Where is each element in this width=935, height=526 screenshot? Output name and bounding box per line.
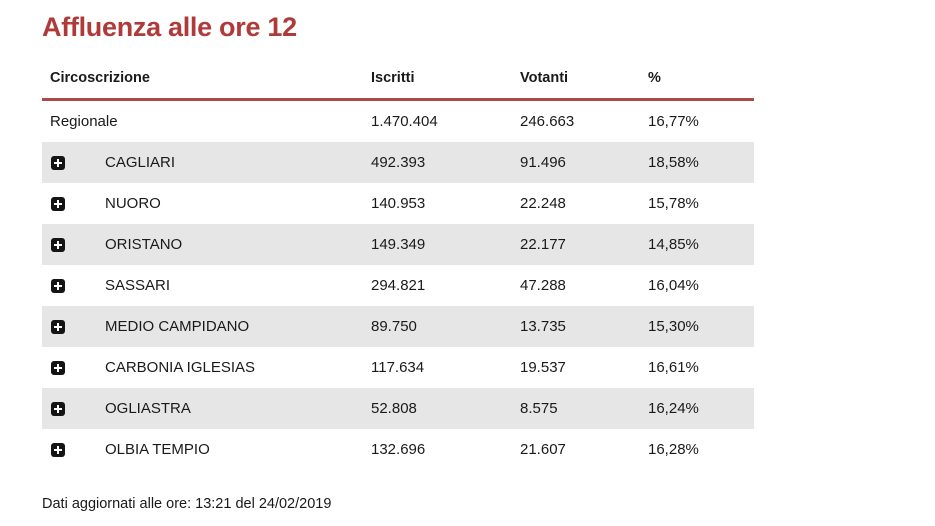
district-iscritti: 149.349 <box>371 236 426 253</box>
district-name: OLBIA TEMPIO <box>105 441 210 458</box>
table-row: SASSARI 294.821 47.288 16,04% <box>42 265 754 306</box>
district-percent: 16,04% <box>648 277 699 294</box>
table-row-regional: Regionale 1.470.404 246.663 16,77% <box>42 101 754 142</box>
column-header-circoscrizione: Circoscrizione <box>50 70 150 86</box>
district-votanti: 8.575 <box>520 400 558 417</box>
expand-plus-icon[interactable] <box>51 238 65 252</box>
district-name: SASSARI <box>105 277 171 294</box>
expand-plus-icon[interactable] <box>51 443 65 457</box>
page-title: Affluenza alle ore 12 <box>42 12 297 42</box>
district-iscritti: 52.808 <box>371 400 417 417</box>
column-header-iscritti: Iscritti <box>371 70 415 86</box>
district-iscritti: 140.953 <box>371 195 426 212</box>
last-updated-note: Dati aggiornati alle ore: 13:21 del 24/0… <box>42 496 332 512</box>
table-row: OLBIA TEMPIO 132.696 21.607 16,28% <box>42 429 754 470</box>
district-name: OGLIASTRA <box>105 400 191 417</box>
district-name: NUORO <box>105 195 161 212</box>
regional-name: Regionale <box>50 113 118 130</box>
expand-plus-icon[interactable] <box>51 402 65 416</box>
district-percent: 14,85% <box>648 236 699 253</box>
table-header-row: Circoscrizione Iscritti Votanti % <box>42 58 754 101</box>
district-percent: 15,30% <box>648 318 699 335</box>
district-name: MEDIO CAMPIDANO <box>105 318 250 335</box>
table-row: CARBONIA IGLESIAS 117.634 19.537 16,61% <box>42 347 754 388</box>
district-votanti: 13.735 <box>520 318 566 335</box>
district-votanti: 22.177 <box>520 236 566 253</box>
district-votanti: 91.496 <box>520 154 566 171</box>
table-row: CAGLIARI 492.393 91.496 18,58% <box>42 142 754 183</box>
district-votanti: 21.607 <box>520 441 566 458</box>
regional-iscritti: 1.470.404 <box>371 113 438 130</box>
district-percent: 18,58% <box>648 154 699 171</box>
district-percent: 15,78% <box>648 195 699 212</box>
district-iscritti: 117.634 <box>371 359 425 376</box>
column-header-votanti: Votanti <box>520 70 569 86</box>
table-row: MEDIO CAMPIDANO 89.750 13.735 15,30% <box>42 306 754 347</box>
district-name: ORISTANO <box>105 236 183 253</box>
table-row: ORISTANO 149.349 22.177 14,85% <box>42 224 754 265</box>
table-row: OGLIASTRA 52.808 8.575 16,24% <box>42 388 754 429</box>
district-iscritti: 89.750 <box>371 318 417 335</box>
district-votanti: 22.248 <box>520 195 566 212</box>
turnout-table: Circoscrizione Iscritti Votanti % Region… <box>42 58 754 470</box>
district-percent: 16,28% <box>648 441 699 458</box>
expand-plus-icon[interactable] <box>51 320 65 334</box>
expand-plus-icon[interactable] <box>51 279 65 293</box>
expand-plus-icon[interactable] <box>51 197 65 211</box>
district-iscritti: 132.696 <box>371 441 426 458</box>
expand-plus-icon[interactable] <box>51 156 65 170</box>
expand-plus-icon[interactable] <box>51 361 65 375</box>
district-iscritti: 294.821 <box>371 277 426 294</box>
district-iscritti: 492.393 <box>371 154 426 171</box>
table-row: NUORO 140.953 22.248 15,78% <box>42 183 754 224</box>
district-percent: 16,24% <box>648 400 699 417</box>
district-name: CAGLIARI <box>105 154 176 171</box>
regional-percent: 16,77% <box>648 113 699 130</box>
district-votanti: 19.537 <box>520 359 566 376</box>
district-percent: 16,61% <box>648 359 699 376</box>
regional-votanti: 246.663 <box>520 113 575 130</box>
column-header-percent: % <box>648 70 661 86</box>
district-votanti: 47.288 <box>520 277 566 294</box>
district-name: CARBONIA IGLESIAS <box>105 359 256 376</box>
